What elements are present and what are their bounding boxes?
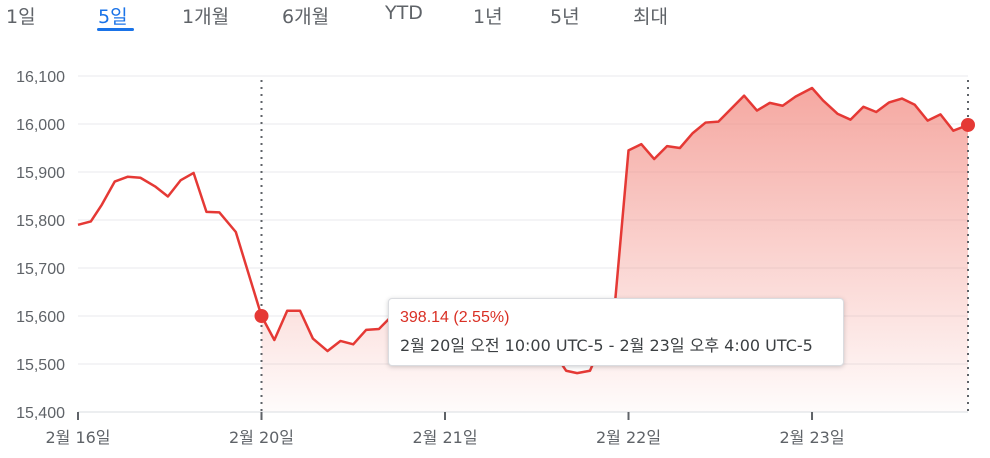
y-tick-label: 15,600 xyxy=(16,309,65,326)
range-tabs: 1일 5일 1개월 6개월 YTD 1년 5년 최대 xyxy=(0,0,990,40)
tab-1m[interactable]: 1개월 xyxy=(182,6,230,28)
range-endpoints xyxy=(254,117,975,323)
tab-6m[interactable]: 6개월 xyxy=(282,6,330,28)
y-tick-label: 15,800 xyxy=(16,213,65,230)
tooltip-range: 2월 20일 오전 10:00 UTC-5 - 2월 23일 오후 4:00 U… xyxy=(400,336,813,355)
y-axis: 16,100 16,000 15,900 15,800 15,700 15,600 15,5… xyxy=(16,69,65,422)
y-tick-label: 16,100 xyxy=(16,69,65,86)
tab-1d[interactable]: 1일 xyxy=(6,6,36,28)
y-tick-label: 15,500 xyxy=(16,357,65,374)
x-axis: 2월 16일 2월 20일 2월 21일 2월 22일 2월 23일 xyxy=(45,411,968,447)
x-tick-label: 2월 16일 xyxy=(45,428,110,447)
x-tick-label: 2월 22일 xyxy=(596,428,661,447)
x-tick-label: 2월 20일 xyxy=(229,428,294,447)
x-tick-label: 2월 21일 xyxy=(412,428,477,447)
range-tooltip: 398.14 (2.55%) 2월 20일 오전 10:00 UTC-5 - 2… xyxy=(388,298,844,366)
y-tick-label: 16,000 xyxy=(16,117,65,134)
x-tick-label: 2월 23일 xyxy=(779,428,844,447)
tab-max[interactable]: 최대 xyxy=(633,6,668,28)
tab-1y[interactable]: 1년 xyxy=(473,6,503,28)
tooltip-change: 398.14 (2.55%) xyxy=(400,309,510,326)
active-tab-indicator xyxy=(97,28,134,31)
tab-5d[interactable]: 5일 xyxy=(98,6,128,28)
y-tick-label: 15,900 xyxy=(16,165,65,182)
tab-5y[interactable]: 5년 xyxy=(550,6,580,28)
y-tick-label: 15,700 xyxy=(16,261,65,278)
y-tick-label: 15,400 xyxy=(16,405,65,422)
range-endpoint-dot xyxy=(961,117,975,132)
range-endpoint-dot xyxy=(254,309,269,323)
tab-ytd[interactable]: YTD xyxy=(385,2,423,24)
